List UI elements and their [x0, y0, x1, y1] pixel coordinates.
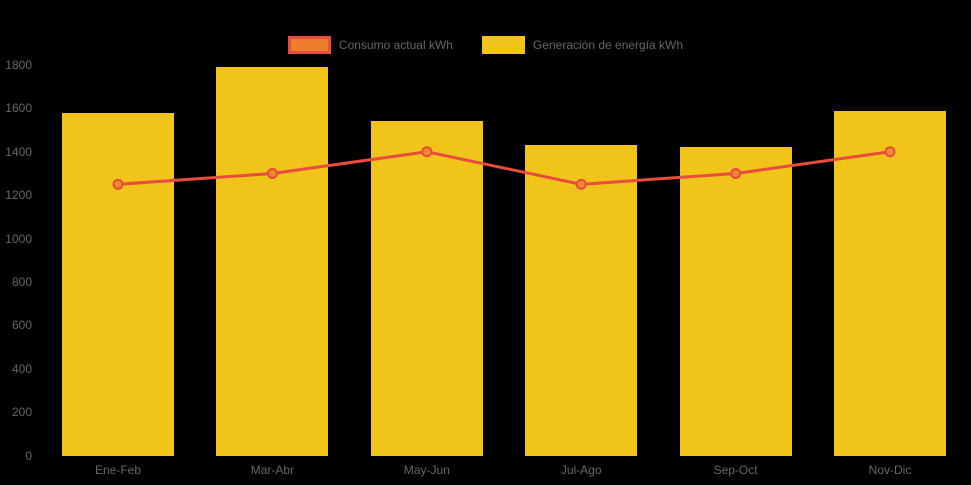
consumo-line-point[interactable]: Sep-Oct: 1300	[730, 167, 742, 179]
consumo-line-point[interactable]: Nov-Dic: 1400	[884, 146, 896, 158]
y-axis-tick-label: 0	[25, 448, 32, 463]
consumo-legend-swatch-icon	[287, 36, 331, 54]
generacion-bar[interactable]	[525, 145, 638, 456]
consumo-line-point[interactable]: May-Jun: 1400	[421, 146, 433, 158]
consumo-line-point[interactable]: Mar-Abr: 1300	[266, 167, 278, 179]
generacion-bar[interactable]	[216, 67, 329, 456]
y-axis-tick-label: 1000	[5, 231, 32, 246]
y-axis-tick-label: 1400	[5, 144, 32, 159]
x-axis-category-label: Sep-Oct	[713, 463, 758, 477]
generacion-legend-swatch-icon	[481, 36, 525, 54]
x-axis-category-label: Mar-Abr	[250, 463, 295, 477]
generacion-bar[interactable]	[370, 121, 483, 456]
y-axis-tick-label: 800	[11, 274, 32, 289]
consumo-line-point[interactable]: Ene-Feb: 1250	[112, 178, 124, 190]
y-axis-tick-label: 400	[11, 361, 32, 376]
x-axis-category-label: Jul-Ago	[560, 463, 602, 477]
legend-item-generacion[interactable]: Generación de energía kWh	[481, 36, 684, 54]
y-axis-tick-label: 1200	[5, 188, 32, 203]
consumo-line-point[interactable]: Jul-Ago: 1250	[575, 178, 587, 190]
y-axis-tick-label: 200	[11, 405, 32, 420]
x-axis-category-label: May-Jun	[403, 463, 450, 477]
y-axis-tick-label: 1600	[5, 101, 32, 116]
generacion-bar[interactable]	[679, 147, 792, 456]
y-axis-tick-label: 600	[11, 318, 32, 333]
x-axis-category-label: Nov-Dic	[868, 463, 912, 477]
generacion-bar[interactable]	[62, 112, 174, 456]
y-axis-tick-label: 1800	[5, 58, 32, 72]
legend-label-consumo: Consumo actual kWh	[338, 38, 453, 52]
legend-item-consumo[interactable]: Consumo actual kWh	[287, 36, 453, 54]
chart-legend: Consumo actual kWh Generación de energía…	[0, 36, 971, 54]
legend-label-generacion: Generación de energía kWh	[532, 38, 684, 52]
generacion-bar[interactable]	[834, 110, 946, 456]
x-axis-category-label: Ene-Feb	[94, 463, 142, 477]
